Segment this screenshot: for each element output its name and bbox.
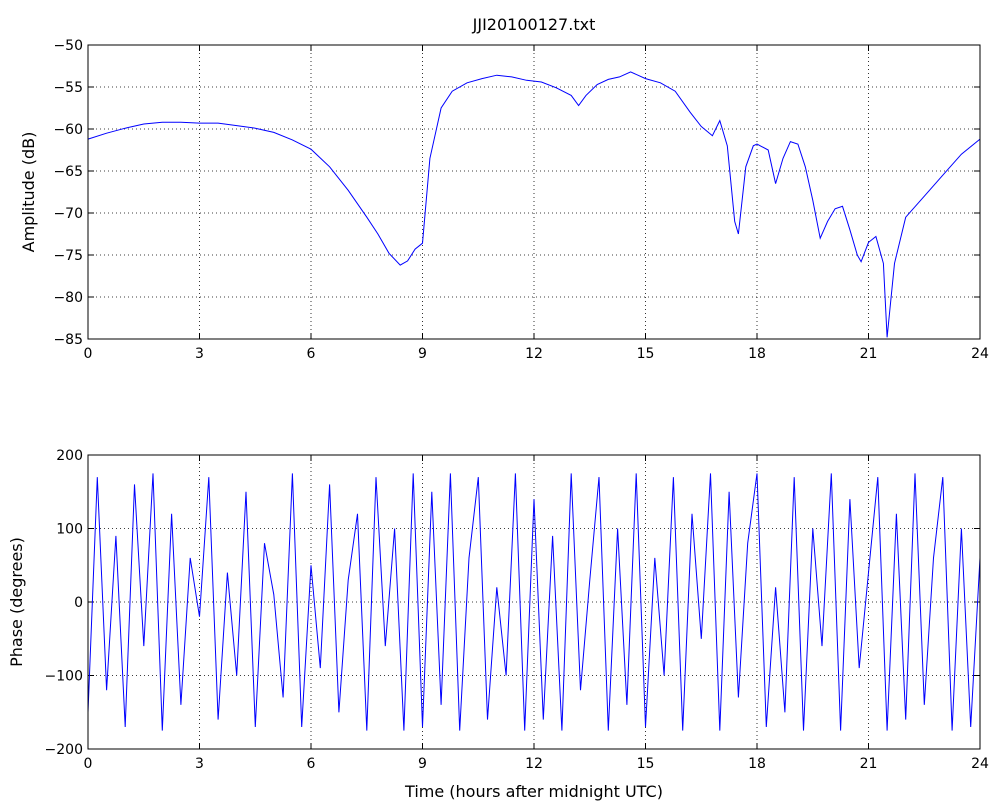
phase-series-line xyxy=(87,473,981,731)
amplitude-grid xyxy=(88,45,980,339)
amplitude-ticks: 0 3 6 9 12 15 18 21 24 −50 −55 −60 −65 −70 −75 −80 −85 xyxy=(53,38,989,362)
phase-x-tick-label: 18 xyxy=(748,756,766,772)
amplitude-y-tick-label: −55 xyxy=(53,80,83,96)
amplitude-x-tick-label: 15 xyxy=(637,346,655,362)
phase-y-tick-label: 0 xyxy=(74,595,83,611)
amplitude-x-tick-label: 18 xyxy=(748,346,766,362)
amplitude-y-tick-label: −70 xyxy=(53,206,83,222)
amplitude-axes-border xyxy=(87,44,981,340)
amplitude-plot: 0 3 6 9 12 15 18 21 24 −50 −55 −60 −65 −70 −75 −80 −85 J… xyxy=(19,15,989,362)
amplitude-y-tick-label: −65 xyxy=(53,164,83,180)
amplitude-y-tick-label: −85 xyxy=(53,332,83,348)
amplitude-y-tick-label: −50 xyxy=(53,38,83,54)
phase-x-tick-label: 21 xyxy=(860,756,878,772)
phase-plot: 0 3 6 9 12 15 18 21 24 200 100 0 −100 −200 Time (hour… xyxy=(7,448,989,801)
amplitude-x-tick-label: 6 xyxy=(307,346,316,362)
amplitude-x-tick-label: 3 xyxy=(195,346,204,362)
amplitude-y-tick-label: −80 xyxy=(53,290,83,306)
amplitude-x-tick-label: 9 xyxy=(418,346,427,362)
amplitude-x-tick-label: 12 xyxy=(525,346,543,362)
phase-x-tick-label: 15 xyxy=(637,756,655,772)
phase-x-tick-label: 9 xyxy=(418,756,427,772)
phase-axes-border xyxy=(87,454,981,750)
phase-x-tick-label: 3 xyxy=(195,756,204,772)
phase-x-label: Time (hours after midnight UTC) xyxy=(404,782,663,801)
phase-x-tick-label: 12 xyxy=(525,756,543,772)
phase-x-tick-label: 24 xyxy=(971,756,989,772)
chart-title: JJI20100127.txt xyxy=(472,15,596,34)
amplitude-y-tick-label: −60 xyxy=(53,122,83,138)
amplitude-y-label: Amplitude (dB) xyxy=(19,132,38,253)
phase-y-label: Phase (degrees) xyxy=(7,537,26,667)
amplitude-series-line xyxy=(87,71,981,338)
phase-y-tick-label: 100 xyxy=(56,522,83,538)
amplitude-x-tick-label: 24 xyxy=(971,346,989,362)
phase-y-tick-label: −100 xyxy=(45,669,83,685)
phase-y-tick-label: 200 xyxy=(56,448,83,464)
amplitude-y-tick-label: −75 xyxy=(53,248,83,264)
amplitude-x-tick-label: 21 xyxy=(860,346,878,362)
phase-x-tick-label: 6 xyxy=(307,756,316,772)
phase-y-tick-label: −200 xyxy=(45,742,83,758)
phase-x-tick-label: 0 xyxy=(84,756,93,772)
amplitude-x-tick-label: 0 xyxy=(84,346,93,362)
